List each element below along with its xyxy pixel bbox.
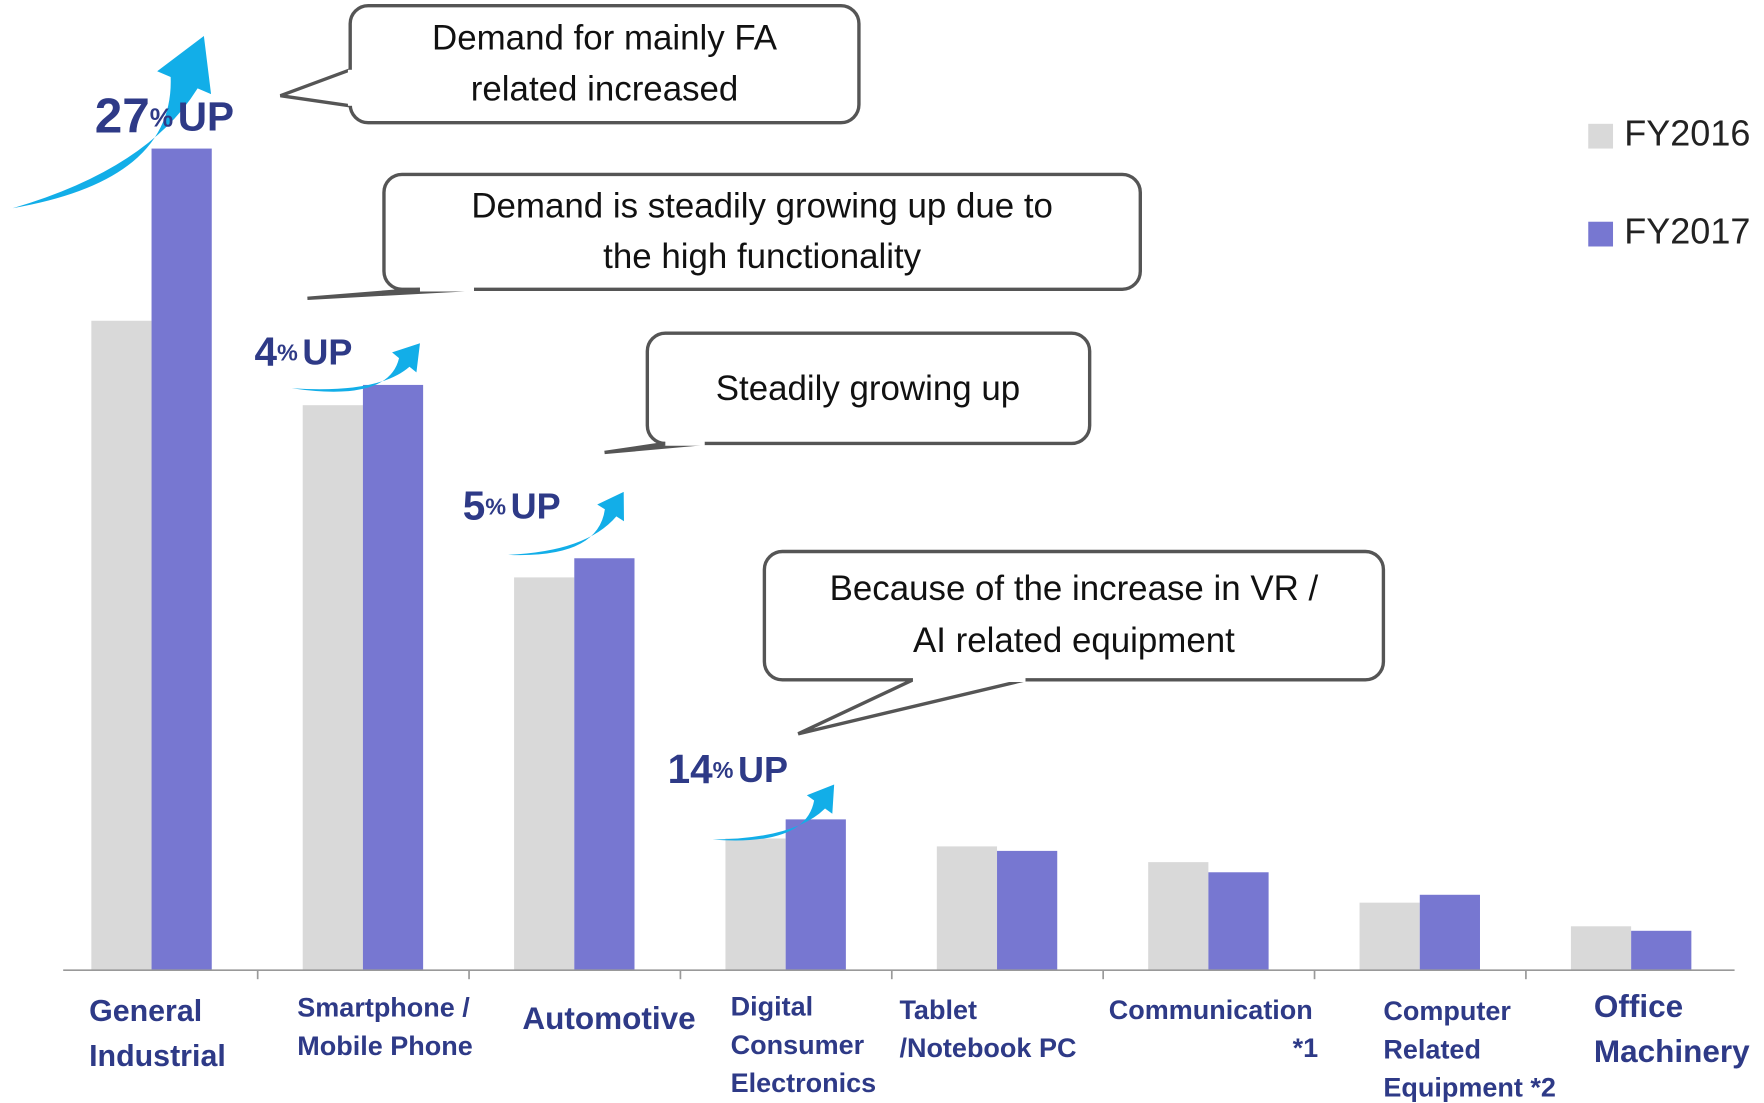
callout-tail [279, 68, 351, 108]
bar [936, 846, 998, 971]
x-tick-label: Communication [1109, 995, 1313, 1025]
bar [1419, 894, 1480, 971]
x-tick-label: Mobile Phone [297, 1031, 472, 1061]
growth-word: UP [178, 93, 234, 139]
x-tick-label: Machinery [1594, 1033, 1750, 1069]
x-tick-label: Office [1594, 988, 1683, 1024]
x-tick-label: Electronics [731, 1068, 877, 1098]
x-tick-label: Automotive [522, 1000, 695, 1036]
bar [151, 148, 212, 971]
growth-unit: % [485, 494, 506, 520]
x-tick-label: Computer [1383, 996, 1511, 1026]
callout-text: Steadily growing up [716, 369, 1020, 408]
growth-number: 5 [463, 482, 486, 528]
callout-box [762, 549, 1386, 682]
x-tick-label: *1 [1293, 1033, 1319, 1063]
bar [302, 405, 363, 971]
growth-label: 27% UP [95, 88, 234, 143]
growth-arrow [291, 343, 420, 392]
growth-arrow [712, 784, 835, 841]
growth-unit: % [713, 757, 734, 783]
legend-label: FY2016 [1624, 113, 1750, 154]
x-tick-label: Equipment *2 [1383, 1073, 1556, 1103]
x-tick-label: Smartphone / [297, 993, 470, 1023]
growth-word: UP [738, 749, 788, 790]
growth-unit: % [150, 102, 173, 132]
callout-text: related increased [471, 69, 739, 108]
x-tick-label: Industrial [89, 1039, 226, 1073]
callout-text: Because of the increase in VR / [830, 569, 1319, 608]
bar [1631, 930, 1692, 971]
callout-text: the high functionality [603, 237, 922, 276]
growth-word: UP [511, 485, 561, 526]
bar [997, 850, 1058, 971]
bar [362, 384, 424, 971]
bar [514, 577, 575, 971]
growth-label: 4% UP [255, 328, 353, 374]
bar [91, 320, 152, 971]
growth-word: UP [302, 331, 352, 372]
callout-box [348, 3, 861, 125]
x-tick-label: Consumer [731, 1030, 865, 1060]
bar [1359, 902, 1420, 971]
callout-box [382, 172, 1142, 291]
x-tick-label: Tablet [899, 995, 977, 1025]
growth-number: 14 [668, 746, 714, 792]
growth-number: 27 [95, 88, 150, 143]
growth-label: 5% UP [463, 482, 561, 528]
growth-arrow [12, 36, 212, 209]
bar [1148, 862, 1209, 971]
x-tick-label: Digital [731, 992, 814, 1022]
callout-text: AI related equipment [913, 621, 1235, 660]
callout-box [645, 331, 1092, 446]
bar [1570, 926, 1632, 971]
x-tick-label: Related [1383, 1034, 1481, 1064]
x-tick-label: /Notebook PC [899, 1033, 1076, 1063]
growth-arrow [507, 491, 624, 556]
callout-text: Demand is steadily growing up due to [471, 186, 1053, 225]
legend-swatch [1588, 221, 1614, 247]
bar [1208, 872, 1269, 971]
bar [785, 819, 846, 971]
x-tick-label: General [89, 994, 202, 1028]
callout-tail [797, 678, 1026, 736]
growth-number: 4 [255, 328, 278, 374]
growth-unit: % [277, 340, 298, 366]
bar [574, 558, 635, 971]
growth-label: 14% UP [668, 746, 788, 792]
bar [725, 838, 786, 971]
legend-label: FY2017 [1624, 211, 1750, 252]
legend-swatch [1588, 123, 1614, 149]
callout-text: Demand for mainly FA [432, 19, 778, 58]
